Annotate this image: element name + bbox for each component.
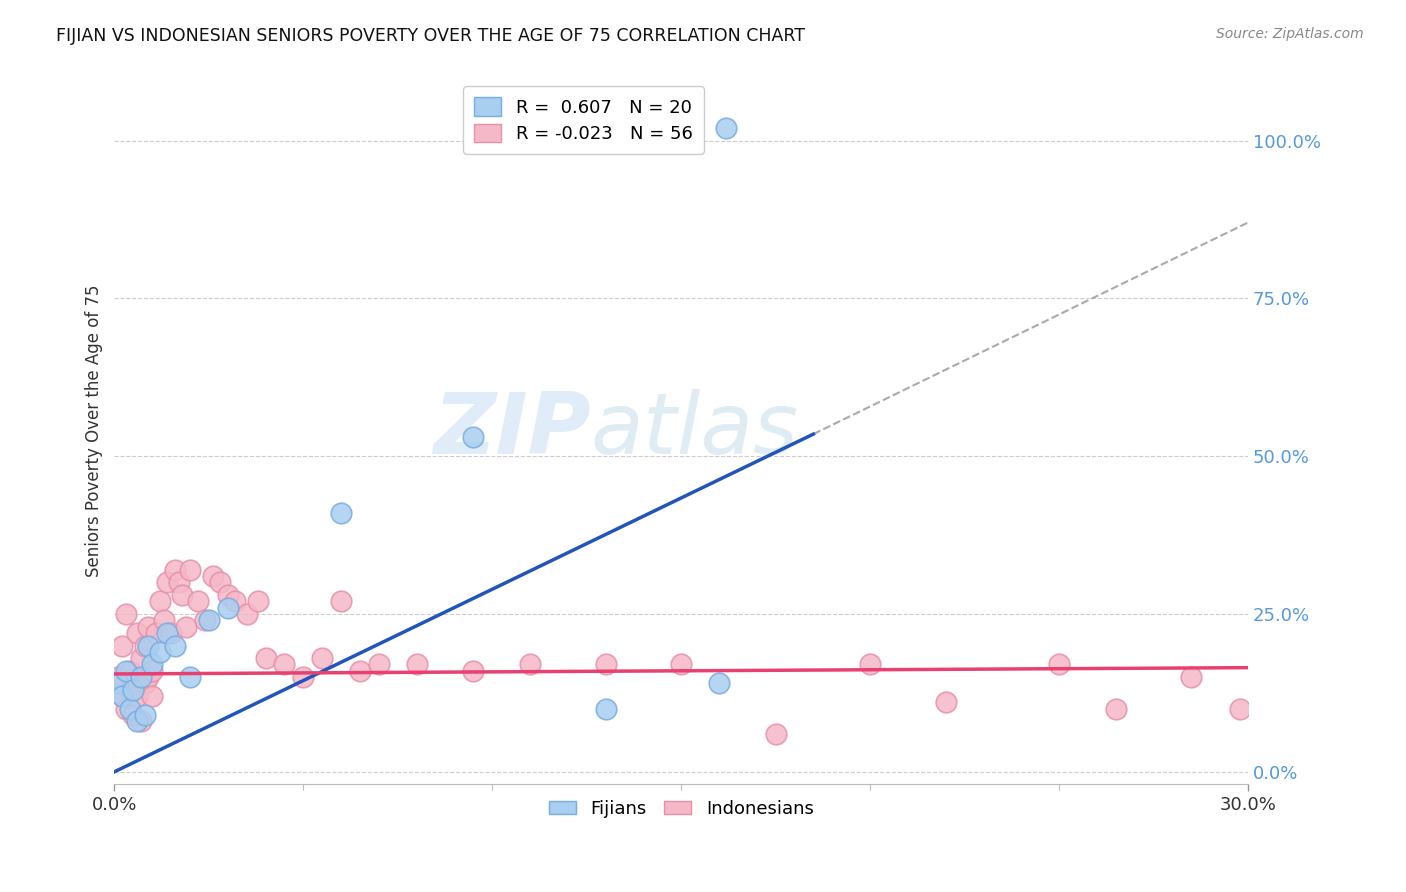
Point bbox=[129, 714, 152, 729]
Point bbox=[201, 569, 224, 583]
Point bbox=[118, 682, 141, 697]
Point bbox=[186, 594, 208, 608]
Point bbox=[1229, 701, 1251, 715]
Point bbox=[114, 607, 136, 621]
Point bbox=[765, 727, 787, 741]
Point bbox=[707, 676, 730, 690]
Point bbox=[134, 708, 156, 723]
Text: FIJIAN VS INDONESIAN SENIORS POVERTY OVER THE AGE OF 75 CORRELATION CHART: FIJIAN VS INDONESIAN SENIORS POVERTY OVE… bbox=[56, 27, 806, 45]
Point bbox=[138, 639, 160, 653]
Point bbox=[111, 689, 134, 703]
Point bbox=[330, 594, 353, 608]
Point bbox=[129, 670, 152, 684]
Point bbox=[160, 626, 183, 640]
Point bbox=[194, 613, 217, 627]
Point bbox=[107, 676, 129, 690]
Point bbox=[125, 714, 148, 729]
Point bbox=[246, 594, 269, 608]
Point bbox=[156, 626, 179, 640]
Point bbox=[149, 645, 172, 659]
Text: Source: ZipAtlas.com: Source: ZipAtlas.com bbox=[1216, 27, 1364, 41]
Point bbox=[235, 607, 257, 621]
Point bbox=[114, 664, 136, 678]
Legend: Fijians, Indonesians: Fijians, Indonesians bbox=[541, 792, 821, 825]
Point bbox=[669, 657, 692, 672]
Point bbox=[595, 701, 617, 715]
Point bbox=[311, 651, 333, 665]
Point bbox=[935, 695, 957, 709]
Point bbox=[141, 657, 163, 672]
Point bbox=[330, 506, 353, 520]
Point bbox=[595, 657, 617, 672]
Point bbox=[519, 657, 541, 672]
Point bbox=[292, 670, 315, 684]
Point bbox=[134, 676, 156, 690]
Point bbox=[254, 651, 277, 665]
Point bbox=[1104, 701, 1126, 715]
Point bbox=[163, 563, 186, 577]
Point bbox=[138, 619, 160, 633]
Point bbox=[1047, 657, 1070, 672]
Y-axis label: Seniors Poverty Over the Age of 75: Seniors Poverty Over the Age of 75 bbox=[86, 285, 103, 577]
Text: atlas: atlas bbox=[591, 390, 799, 473]
Point bbox=[122, 682, 145, 697]
Point bbox=[122, 676, 145, 690]
Point bbox=[134, 639, 156, 653]
Point bbox=[118, 664, 141, 678]
Point bbox=[118, 701, 141, 715]
Point bbox=[156, 575, 179, 590]
Point bbox=[273, 657, 295, 672]
Point bbox=[198, 613, 221, 627]
Point bbox=[111, 689, 134, 703]
Point bbox=[217, 588, 239, 602]
Point bbox=[122, 708, 145, 723]
Text: ZIP: ZIP bbox=[433, 390, 591, 473]
Point bbox=[367, 657, 389, 672]
Point bbox=[716, 120, 738, 135]
Point bbox=[141, 689, 163, 703]
Point bbox=[167, 575, 190, 590]
Point bbox=[209, 575, 232, 590]
Point bbox=[463, 664, 485, 678]
Point bbox=[138, 670, 160, 684]
Point bbox=[179, 670, 201, 684]
Point bbox=[217, 600, 239, 615]
Point bbox=[1180, 670, 1202, 684]
Point bbox=[224, 594, 246, 608]
Point bbox=[172, 588, 194, 602]
Point bbox=[125, 689, 148, 703]
Point bbox=[111, 639, 134, 653]
Point bbox=[114, 701, 136, 715]
Point bbox=[859, 657, 882, 672]
Point bbox=[141, 664, 163, 678]
Point bbox=[152, 613, 174, 627]
Point bbox=[129, 651, 152, 665]
Point bbox=[463, 430, 485, 444]
Point bbox=[349, 664, 371, 678]
Point bbox=[405, 657, 427, 672]
Point bbox=[149, 594, 172, 608]
Point bbox=[163, 639, 186, 653]
Point bbox=[125, 626, 148, 640]
Point bbox=[174, 619, 197, 633]
Point bbox=[179, 563, 201, 577]
Point bbox=[107, 670, 129, 684]
Point bbox=[145, 626, 167, 640]
